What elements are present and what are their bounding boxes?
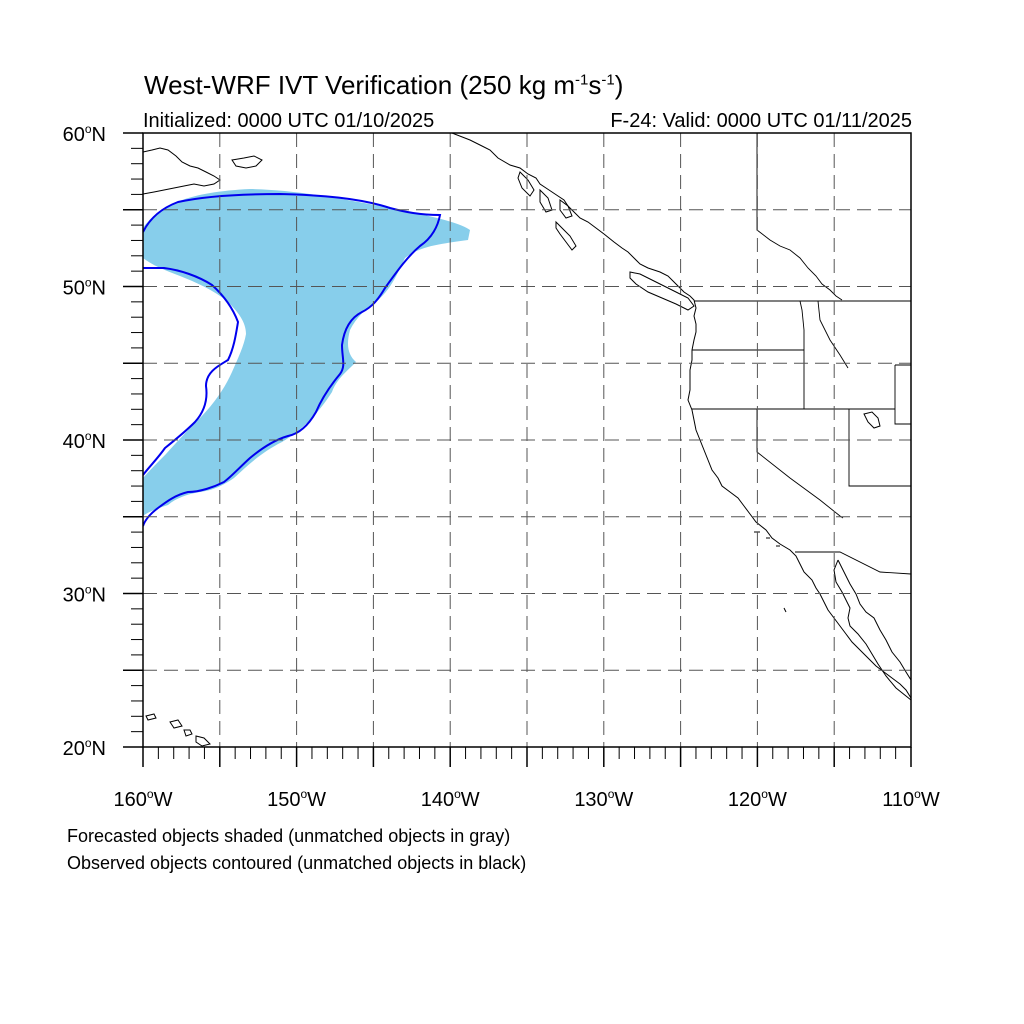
lat-tick-label: 30oN <box>63 583 106 607</box>
axis-ticks <box>123 132 912 767</box>
lat-tick-label: 60oN <box>63 122 106 146</box>
coastline <box>451 133 911 699</box>
great-salt-lake <box>863 411 881 429</box>
lat-tick-label: 50oN <box>63 276 106 300</box>
coastline-haida-gwaii <box>555 220 577 251</box>
lat-tick-label: 40oN <box>63 429 106 453</box>
coastline-se-alaska-islands <box>517 171 573 219</box>
coastline-vancouver-island <box>629 271 695 311</box>
lon-tick-label: 150oW <box>267 787 326 811</box>
initialized-time: Initialized: 0000 UTC 01/10/2025 <box>143 110 435 132</box>
forecast-ivt-object <box>143 189 470 516</box>
axis-labels: 60oN 50oN 40oN 30oN 20oN 160oW 150oW 140oW 130oW… <box>63 122 940 811</box>
lon-tick-label: 110oW <box>882 787 940 811</box>
lon-tick-label: 120oW <box>728 787 787 811</box>
valid-time: F-24: Valid: 0000 UTC 01/11/2025 <box>610 110 912 132</box>
coastline-small-islands <box>754 531 787 613</box>
observed-ivt-contour <box>143 192 442 527</box>
lat-tick-label: 20oN <box>63 736 106 760</box>
lon-tick-label: 130oW <box>574 787 633 811</box>
map-title: West-WRF IVT Verification (250 kg m-1s-1… <box>144 70 624 100</box>
political-boundaries <box>692 133 911 575</box>
coastline-baja <box>833 559 911 701</box>
coastline-kodiak <box>231 155 263 169</box>
lon-tick-label: 140oW <box>421 787 480 811</box>
coastline-alaska-peninsula <box>143 147 221 195</box>
coastline-hawaii <box>145 713 211 747</box>
caption-observed: Observed objects contoured (unmatched ob… <box>67 853 527 873</box>
caption-forecast: Forecasted objects shaded (unmatched obj… <box>67 826 511 846</box>
lat-lon-grid <box>143 133 911 747</box>
lon-tick-label: 160oW <box>114 787 173 811</box>
